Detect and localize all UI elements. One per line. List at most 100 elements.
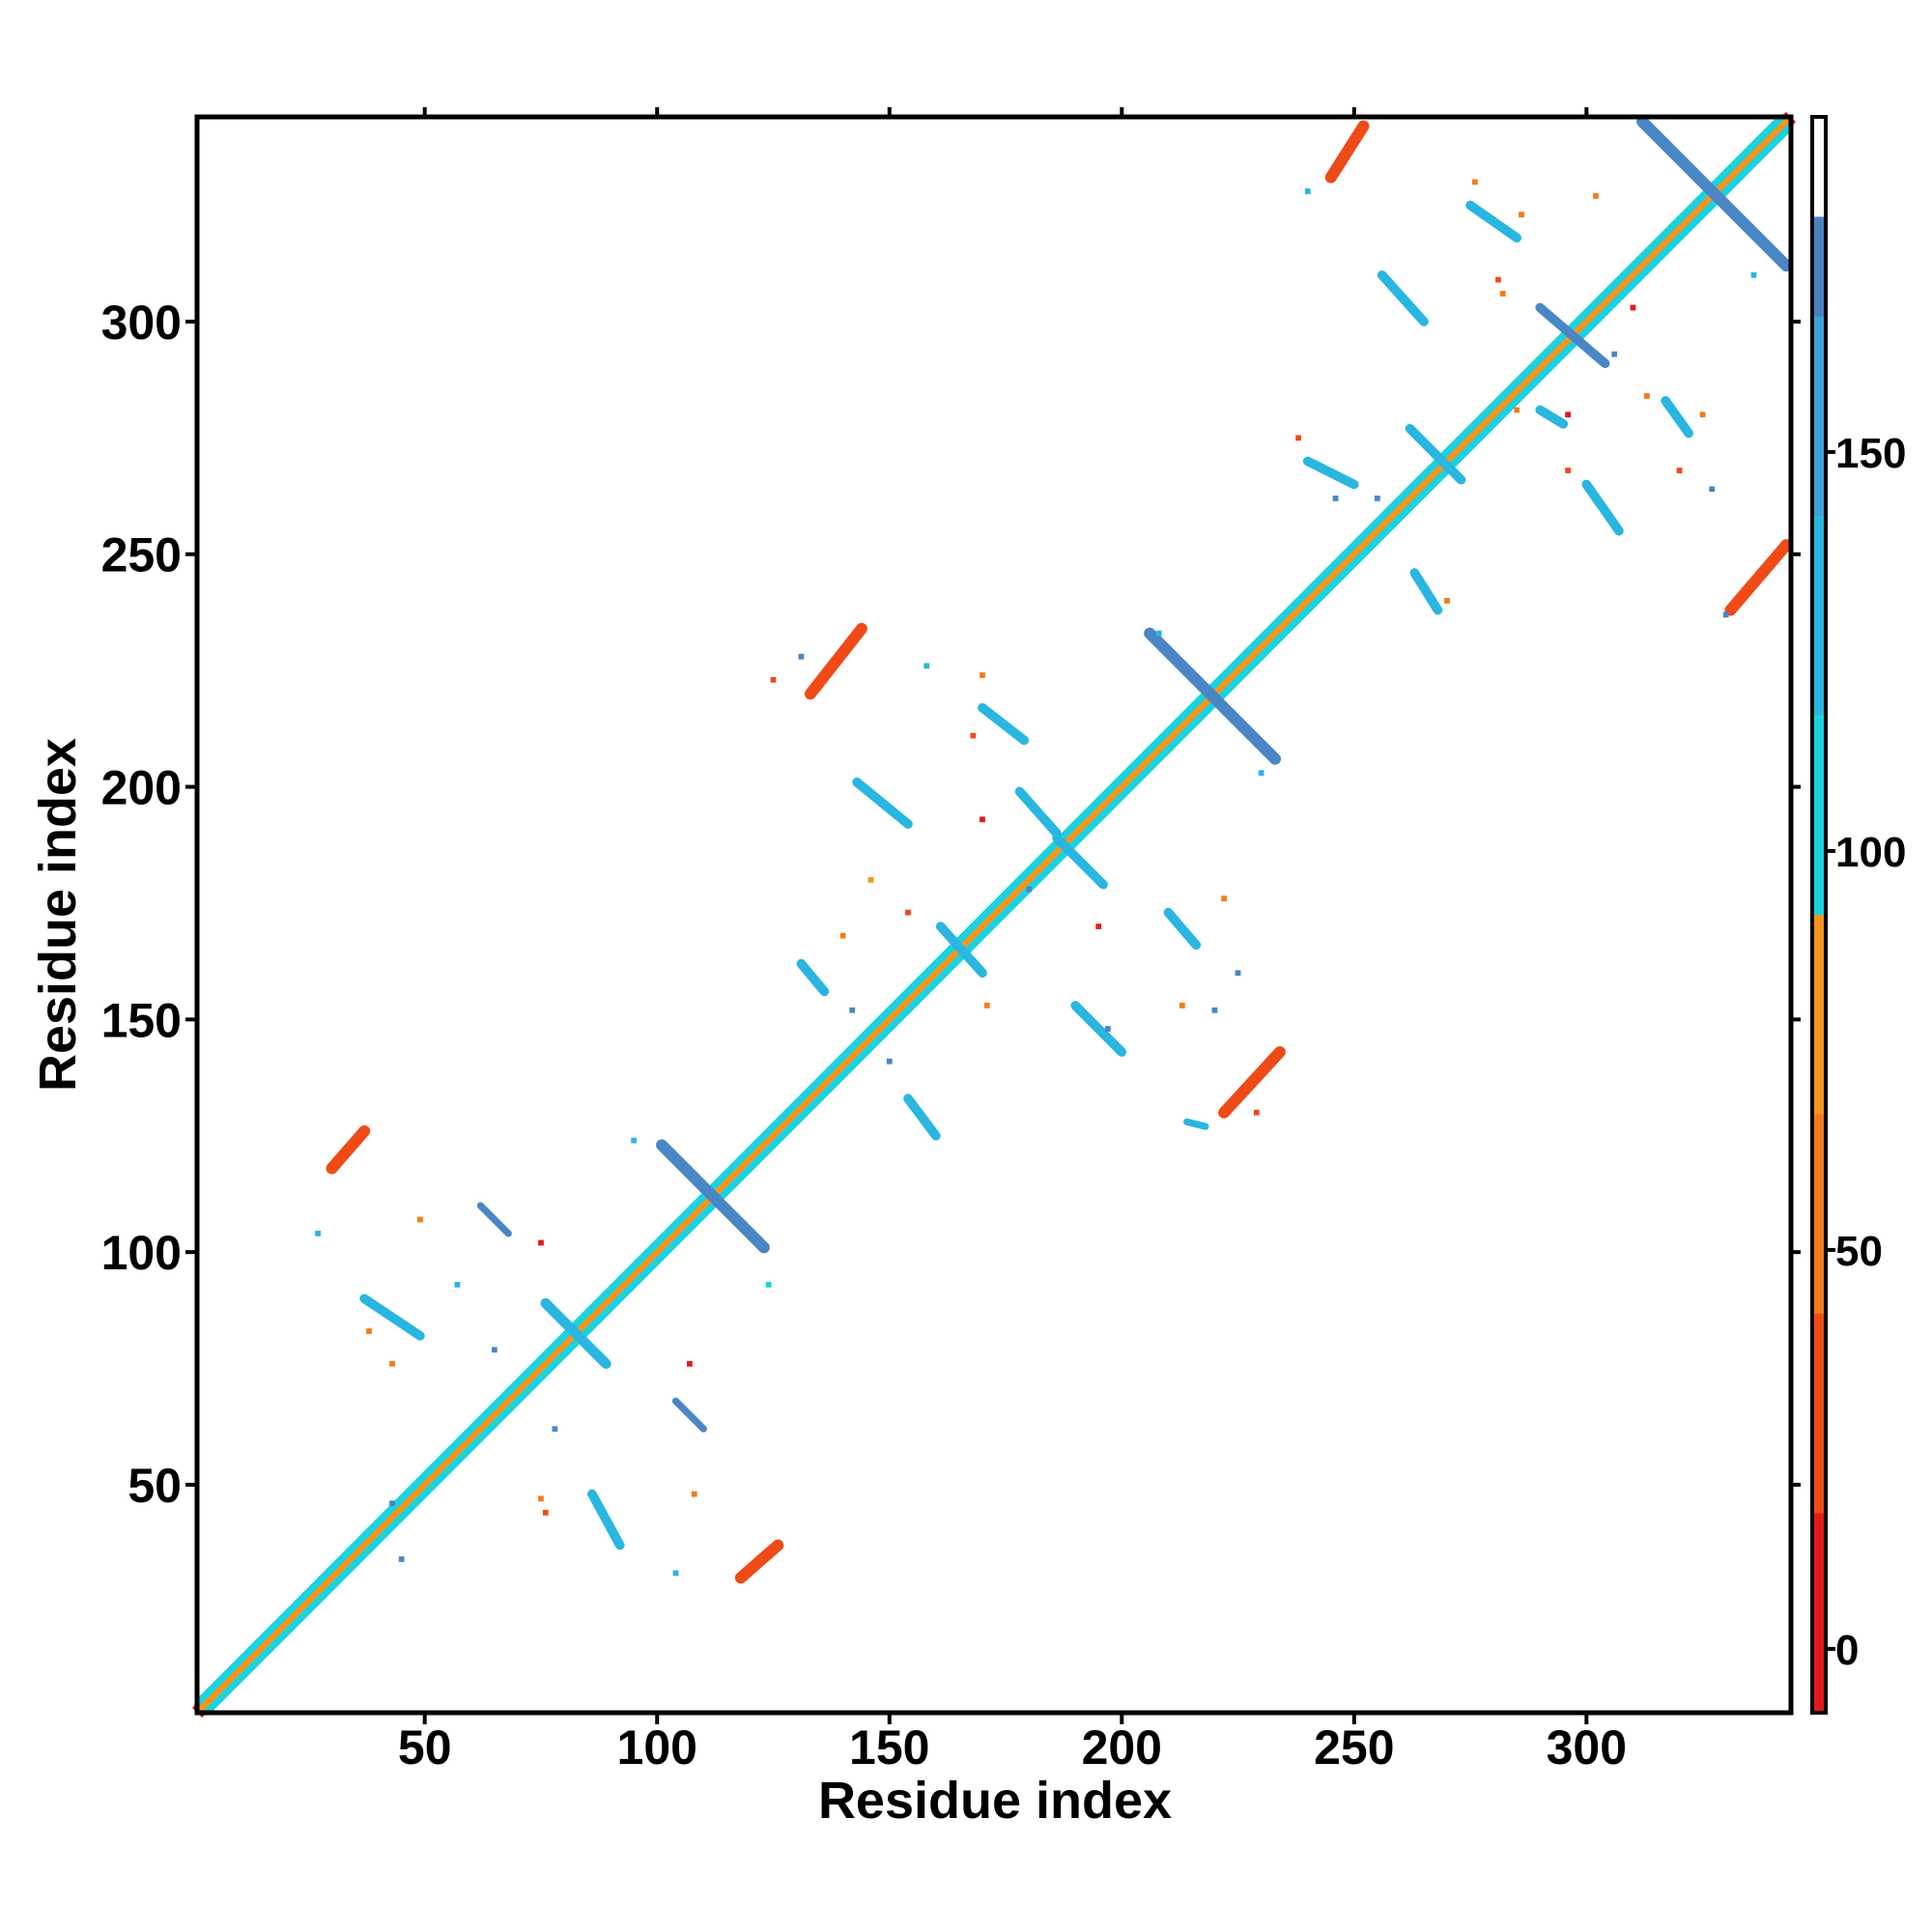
contact-segment: [1163, 907, 1202, 951]
contact-cell: [315, 1231, 321, 1236]
colorbar-tick-label: 0: [1835, 1627, 1859, 1674]
contact-cell: [980, 816, 985, 823]
contact-segment: [903, 1094, 941, 1141]
contact-cell: [867, 876, 874, 883]
colorbar-segment: [1812, 1114, 1826, 1314]
contact-cell: [1026, 886, 1032, 893]
y-tick-label: 100: [101, 1226, 182, 1280]
contact-cell: [1258, 770, 1264, 776]
heatmap-area: [191, 111, 1797, 1719]
contact-segment: [1724, 539, 1793, 616]
y-axis: 50 100 150 200 250 300: [101, 296, 1801, 1513]
contact-cell: [980, 672, 985, 678]
y-tick-label: 300: [101, 296, 182, 350]
colorbar-segment: [1812, 316, 1826, 516]
contact-cell: [770, 676, 777, 683]
x-axis: 50 100 150 200 250 300: [398, 107, 1627, 1775]
contact-cell: [552, 1426, 558, 1433]
contact-cell: [839, 932, 846, 939]
contact-cell: [672, 1570, 679, 1577]
colorbar-tick-label: 50: [1835, 1228, 1883, 1275]
contact-segment: [978, 702, 1030, 746]
y-tick-label: 150: [101, 993, 182, 1047]
contact-cell: [691, 1491, 697, 1497]
colorbar-segment: [1812, 1513, 1826, 1713]
contact-segment: [587, 1489, 625, 1550]
contact-cell: [1565, 468, 1571, 473]
contact-segment: [1405, 423, 1466, 485]
contact-cell: [1155, 630, 1162, 637]
contact-cell: [1630, 304, 1636, 311]
x-tick-label: 100: [617, 1720, 697, 1775]
contact-cell: [542, 1510, 549, 1516]
contact-segment: [1183, 1118, 1209, 1130]
contact-segment: [1409, 568, 1443, 615]
contact-cell: [491, 1347, 497, 1353]
y-tick-label: 50: [128, 1459, 182, 1513]
x-tick-label: 250: [1314, 1720, 1394, 1775]
contact-cell: [1253, 1109, 1260, 1116]
contact-cell: [1235, 970, 1241, 977]
contact-cell: [398, 1556, 405, 1562]
contact-cell: [983, 1003, 990, 1009]
contact-cell: [1519, 212, 1524, 218]
contact-segment: [1535, 405, 1569, 429]
colorbar-segment: [1812, 915, 1826, 1115]
contact-cell: [849, 1007, 856, 1013]
contact-cell: [1472, 179, 1478, 185]
contact-cell: [1104, 1026, 1111, 1032]
contact-cell: [798, 653, 805, 660]
contact-cell: [1095, 923, 1102, 929]
contact-segment: [1014, 786, 1062, 838]
contact-cell: [1676, 468, 1683, 473]
contact-cell: [1179, 1003, 1185, 1009]
contact-segment: [796, 958, 830, 997]
colorbar-frame: [1810, 115, 1828, 1715]
x-tick-label: 150: [849, 1720, 929, 1775]
y-tick-label: 200: [101, 761, 182, 815]
contact-segment: [734, 1539, 784, 1584]
contact-segment: [656, 1139, 770, 1254]
contact-cell: [1750, 271, 1757, 278]
contact-cell: [923, 663, 930, 669]
colorbar-tick-label: 100: [1835, 829, 1906, 876]
x-tick-label: 200: [1082, 1720, 1162, 1775]
contact-cell: [905, 909, 911, 916]
contact-cell: [1643, 393, 1650, 399]
contact-cell: [1374, 496, 1380, 501]
contact-cell: [1304, 188, 1311, 194]
contact-segment: [1324, 120, 1370, 184]
colorbar-segment: [1812, 216, 1826, 317]
contact-cell: [1514, 407, 1520, 413]
contact-segment: [1218, 1046, 1286, 1119]
y-axis-title: Residue index: [29, 738, 87, 1092]
contact-segment: [1302, 456, 1359, 490]
x-tick-label: 50: [398, 1720, 452, 1775]
contact-segment: [540, 1297, 611, 1370]
contact-cell: [1221, 895, 1228, 902]
contact-segment: [326, 1124, 371, 1175]
contact-cell: [538, 1495, 544, 1502]
contact-cell: [1444, 598, 1450, 604]
contact-cell: [1499, 291, 1506, 297]
contact-segment: [1535, 302, 1610, 369]
contact-segment: [1144, 627, 1282, 765]
contact-segment: [1636, 115, 1793, 272]
y-tick-label: 250: [101, 528, 182, 582]
plot-frame: [194, 114, 1794, 1716]
contact-segment: [804, 622, 867, 700]
contact-cell: [1295, 435, 1301, 441]
contact-segment: [671, 1397, 707, 1433]
contact-cell: [1699, 412, 1706, 418]
contact-cell: [454, 1282, 461, 1288]
contact-cell: [1495, 276, 1501, 283]
contact-segment: [1661, 395, 1693, 439]
contact-segment: [359, 1293, 425, 1341]
contact-cell: [1593, 192, 1599, 199]
contact-cell: [389, 1500, 395, 1507]
colorbar-segment: [1812, 715, 1826, 915]
colorbar-tick-label: 150: [1835, 430, 1906, 477]
contact-cell: [970, 732, 977, 739]
colorbar-segment: [1812, 516, 1826, 716]
